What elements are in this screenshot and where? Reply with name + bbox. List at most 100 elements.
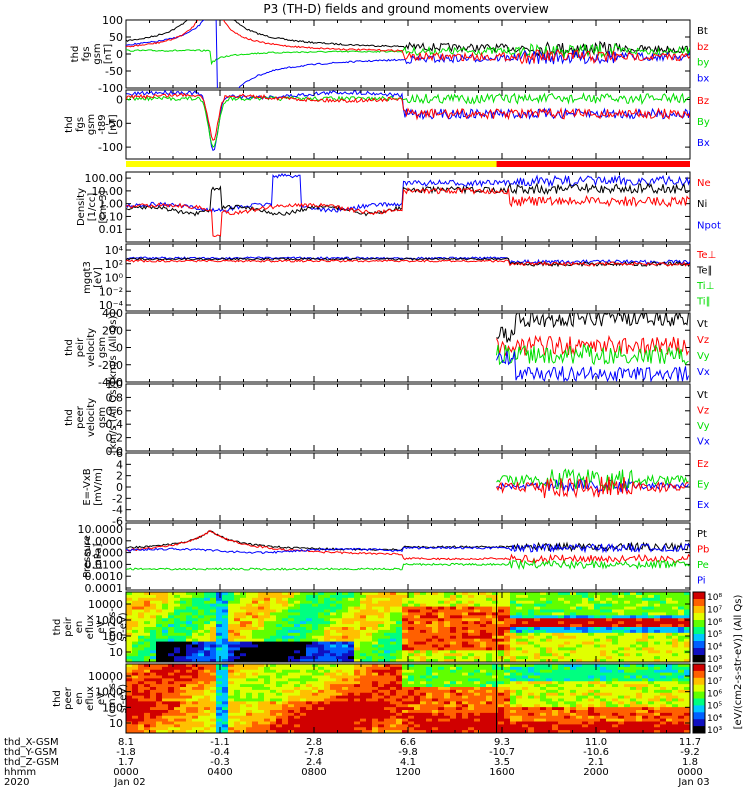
spectrogram-cell xyxy=(402,647,409,651)
spectrogram-cell xyxy=(564,695,571,700)
spectrogram-cell xyxy=(426,712,433,717)
spectrogram-cell xyxy=(522,629,529,634)
spectrogram-cell xyxy=(228,609,235,614)
spectrogram-cell xyxy=(468,704,475,708)
spectrogram-cell xyxy=(570,695,577,700)
spectrogram-cell xyxy=(396,618,403,622)
spectrogram-cell xyxy=(630,600,637,605)
spectrogram-cell xyxy=(300,698,307,702)
spectrogram-cell xyxy=(366,647,373,651)
spectrogram-cell xyxy=(204,666,211,671)
spectrogram-cell xyxy=(654,675,661,679)
spectrogram-cell xyxy=(432,684,439,688)
spectrogram-cell xyxy=(432,603,439,608)
spectrogram-cell xyxy=(390,692,397,697)
spectrogram-cell xyxy=(492,695,499,700)
spectrogram-cell xyxy=(456,647,463,651)
spectrogram-cell xyxy=(606,710,613,714)
spectrogram-cell xyxy=(126,715,133,720)
spectrogram-cell xyxy=(648,678,655,682)
spectrogram-cell xyxy=(246,629,253,634)
spectrogram-cell xyxy=(396,592,403,596)
spectrogram-cell xyxy=(420,730,427,733)
spectrogram-cell xyxy=(270,724,277,728)
spectrogram-cell xyxy=(222,615,229,619)
spectrogram-cell xyxy=(522,710,529,714)
spectrogram-cell xyxy=(624,609,631,614)
spectrogram-cell xyxy=(378,597,385,602)
spectrogram-cell xyxy=(186,592,193,596)
spectrogram-cell xyxy=(492,629,499,634)
spectrogram-cell xyxy=(324,704,331,708)
spectrogram-cell xyxy=(174,715,181,720)
spectrogram-cell xyxy=(354,675,361,679)
spectrogram-cell xyxy=(390,656,397,660)
spectrogram-cell xyxy=(612,647,619,651)
spectrogram-cell xyxy=(228,675,235,679)
spectrogram-cell xyxy=(210,669,217,674)
spectrogram-cell xyxy=(534,698,541,702)
spectrogram-cell xyxy=(624,666,631,671)
spectrogram-cell xyxy=(636,704,643,708)
spectrogram-cell xyxy=(552,681,559,685)
spectrogram-cell xyxy=(390,698,397,702)
spectrogram-cell xyxy=(222,715,229,720)
spectrogram-cell xyxy=(420,621,427,625)
spectrogram-cell xyxy=(204,606,211,611)
spectrogram-cell xyxy=(630,644,637,649)
spectrogram-cell xyxy=(252,624,259,628)
spectrogram-cell xyxy=(678,644,685,649)
spectrogram-cell xyxy=(288,730,295,733)
spectrogram-cell xyxy=(642,632,649,637)
spectrogram-cell xyxy=(258,718,265,723)
spectrogram-cell xyxy=(462,594,469,599)
spectrogram-cell xyxy=(396,653,403,657)
spectrogram-cell xyxy=(144,618,151,622)
spectrogram-cell xyxy=(246,721,253,725)
panel-2-ni-trace xyxy=(126,182,690,217)
spectrogram-cell xyxy=(198,727,205,731)
spectrogram-cell xyxy=(504,730,511,733)
spectrogram-cell xyxy=(342,606,349,611)
spectrogram-cell xyxy=(522,609,529,614)
spectrogram-cell xyxy=(684,715,690,720)
spectrogram-cell xyxy=(210,710,217,714)
spectrogram-cell xyxy=(492,659,499,662)
spectrogram-cell xyxy=(348,656,355,660)
spectrogram-cell xyxy=(462,612,469,616)
spectrogram-cell xyxy=(528,624,535,628)
spectrogram-cell xyxy=(204,718,211,723)
spectrogram-cell xyxy=(270,718,277,723)
spectrogram-cell xyxy=(144,687,151,691)
panel-9-ytick-label: 10000 xyxy=(88,670,123,683)
spectrogram-cell xyxy=(510,603,517,608)
spectrogram-cell xyxy=(480,687,487,691)
spectrogram-cell xyxy=(462,678,469,682)
panel-9-ylabel-line: eflux xyxy=(85,686,96,711)
spectrogram-cell xyxy=(558,730,565,733)
spectrogram-cell xyxy=(660,624,667,628)
spectrogram-cell xyxy=(504,594,511,599)
spectrogram-cell xyxy=(510,701,517,705)
spectrogram-cell xyxy=(624,704,631,708)
spectrogram-cell xyxy=(516,653,523,657)
spectrogram-cell xyxy=(438,600,445,605)
spectrogram-cell xyxy=(156,704,163,708)
spectrogram-cell xyxy=(336,718,343,723)
spectrogram-cell xyxy=(312,644,319,649)
spectrogram-cell xyxy=(270,644,277,649)
spectrogram-cell xyxy=(636,597,643,602)
spectrogram-cell xyxy=(192,712,199,717)
spectrogram-cell xyxy=(306,715,313,720)
spectrogram-cell xyxy=(282,609,289,614)
spectrogram-cell xyxy=(672,718,679,723)
spectrogram-cell xyxy=(174,632,181,637)
spectrogram-cell xyxy=(276,687,283,691)
spectrogram-cell xyxy=(594,621,601,625)
spectrogram-cell xyxy=(558,632,565,637)
spectrogram-cell xyxy=(486,600,493,605)
spectrogram-cell xyxy=(474,721,481,725)
spectrogram-cell xyxy=(240,681,247,685)
spectrogram-cell xyxy=(216,707,223,711)
spectrogram-cell xyxy=(432,653,439,657)
